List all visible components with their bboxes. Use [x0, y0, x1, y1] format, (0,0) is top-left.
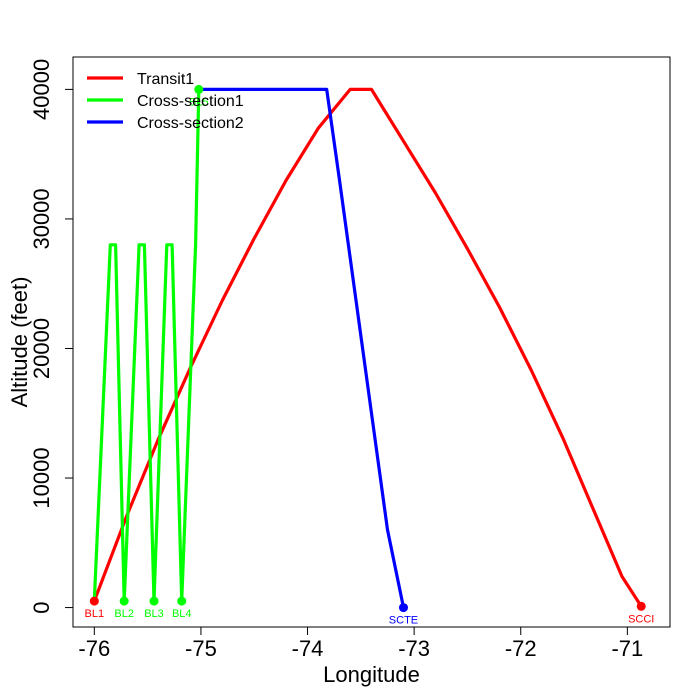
waypoint-scci — [636, 601, 646, 611]
series-lines — [92, 87, 643, 608]
waypoint-label: BL2 — [114, 608, 134, 620]
waypoint-bl5 — [194, 84, 204, 94]
y-tick-label: 30000 — [29, 188, 54, 249]
legend: Transit1 Cross-section1 Cross-section2 — [87, 71, 244, 132]
legend-label: Cross-section2 — [137, 115, 244, 132]
y-tick-label: 40000 — [29, 59, 54, 120]
legend-label: Cross-section1 — [137, 93, 244, 110]
x-tick-label: -72 — [505, 636, 537, 661]
y-axis: 0 10000 20000 30000 40000 — [29, 59, 73, 614]
x-tick-label: -71 — [611, 636, 643, 661]
plot-frame — [72, 56, 671, 628]
x-tick-label: -76 — [78, 636, 110, 661]
x-axis-title: Longitude — [323, 662, 420, 687]
waypoint-bl2 — [119, 596, 129, 606]
y-axis-title: Altitude (feet) — [7, 277, 32, 408]
series-line-cross-section2 — [198, 87, 406, 608]
waypoint-markers: BL1 BL2 BL3 BL4 BL5 SCTE SCCI — [85, 84, 654, 627]
series-line-cross-section1 — [92, 89, 201, 603]
y-tick-label: 0 — [29, 601, 54, 613]
waypoint-label: SCCI — [628, 613, 654, 625]
y-tick-label: 20000 — [29, 318, 54, 379]
y-tick-label: 10000 — [29, 447, 54, 508]
x-tick-label: -74 — [292, 636, 324, 661]
x-tick-label: -75 — [185, 636, 217, 661]
x-axis: -76 -75 -74 -73 -72 -71 — [78, 627, 643, 661]
waypoint-bl1 — [89, 596, 99, 606]
waypoint-scte — [398, 603, 408, 613]
waypoint-label: BL3 — [144, 608, 164, 620]
waypoint-bl3 — [149, 596, 159, 606]
waypoint-label: BL5 — [189, 96, 209, 108]
waypoint-label: BL4 — [172, 608, 192, 620]
waypoint-label: BL1 — [85, 608, 105, 620]
waypoint-label: SCTE — [389, 615, 418, 627]
waypoint-bl4 — [177, 596, 187, 606]
x-tick-label: -73 — [398, 636, 430, 661]
legend-label: Transit1 — [137, 71, 194, 88]
